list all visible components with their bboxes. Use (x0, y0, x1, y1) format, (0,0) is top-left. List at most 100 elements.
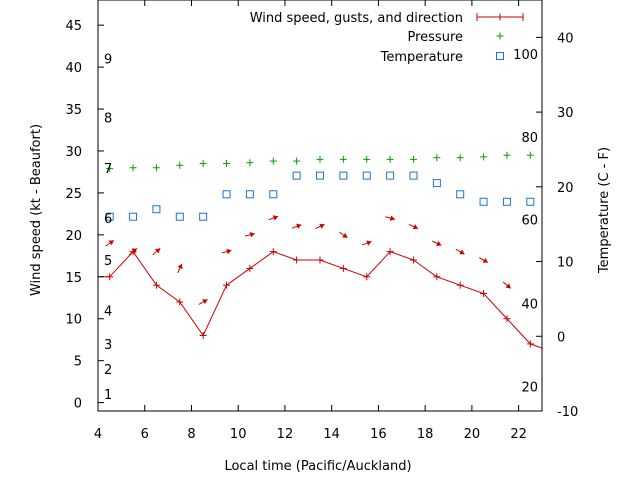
temperature-point (386, 171, 395, 180)
temperature-point (479, 197, 488, 206)
temperature-point (152, 205, 161, 214)
pressure-point (152, 164, 160, 172)
temperature-point (129, 212, 138, 221)
temperature-point (175, 212, 184, 221)
wind-speed-point (339, 264, 347, 272)
temperature-point (339, 171, 348, 180)
wind-direction-arrow (385, 215, 396, 221)
wind-direction-arrow (221, 248, 232, 255)
x-tick-label: 6 (141, 427, 149, 442)
wind-direction-arrow (502, 281, 512, 289)
pressure-point (129, 164, 137, 172)
fahrenheit-label: 20 (521, 380, 538, 395)
x-tick-label: 16 (370, 427, 387, 442)
pressure-point (106, 165, 114, 173)
pressure-point (269, 157, 277, 165)
pressure-point (363, 155, 371, 163)
pressure-point (293, 157, 301, 165)
beaufort-label: 5 (104, 254, 112, 269)
wind-direction-arrow (408, 223, 419, 230)
beaufort-label: 6 (104, 212, 112, 227)
wind-speed-point (386, 248, 394, 256)
y2-tick-label: -10 (557, 405, 578, 420)
y-tick-label: 30 (65, 145, 82, 160)
beaufort-label: 8 (104, 111, 112, 126)
temperature-point (245, 190, 254, 199)
wind-direction-arrow (291, 223, 302, 229)
y2-tick-label: 30 (557, 106, 574, 121)
y-tick-label: 0 (74, 397, 82, 412)
fahrenheit-label: 60 (521, 214, 538, 229)
temperature-point (502, 197, 511, 206)
temperature-point (105, 212, 114, 221)
y-tick-label: 15 (65, 271, 82, 286)
pressure-point (503, 151, 511, 159)
wind-direction-arrow (152, 248, 161, 256)
wind-direction-arrow (244, 232, 255, 238)
y-tick-label: 35 (65, 103, 82, 118)
temperature-point (526, 197, 535, 206)
wind-speed-point (363, 273, 371, 281)
chart-axes: 4 6 8 10 12 14 16 18 20 22051015202530354045-1001… (65, 0, 578, 442)
beaufort-label: 4 (104, 304, 112, 319)
wind-direction-arrow (268, 215, 279, 221)
wind-direction-arrow (128, 248, 138, 256)
pressure-point (386, 155, 394, 163)
fahrenheit-label: 80 (521, 131, 538, 146)
x-tick-label: 20 (464, 427, 481, 442)
y-axis-label: Wind speed (kt - Beaufort) (29, 124, 44, 296)
legend-label-wind: Wind speed, gusts, and direction (250, 11, 463, 26)
wind-speed-point (152, 281, 160, 289)
wind-direction-arrow (315, 223, 325, 230)
legend-key-temperature (496, 52, 504, 60)
y2-tick-label: 0 (557, 330, 565, 345)
wind-speed-point (456, 281, 464, 289)
y-tick-label: 25 (65, 187, 82, 202)
temperature-point (432, 179, 441, 188)
pressure-point (223, 160, 231, 168)
wind-direction-arrow (177, 263, 183, 274)
x-tick-label: 14 (323, 427, 340, 442)
wind-speed-point (480, 290, 488, 298)
pressure-point (409, 155, 417, 163)
wind-speed-line (98, 250, 543, 349)
wind-speed-point (409, 256, 417, 264)
x-tick-label: 4 (94, 427, 102, 442)
beaufort-label: 7 (104, 162, 112, 177)
wind-direction-arrow (432, 240, 442, 246)
temperature-point (316, 171, 324, 180)
temperature-point (269, 190, 278, 199)
temperature-point (409, 171, 418, 180)
beaufort-label: 3 (104, 338, 112, 353)
beaufort-label: 1 (104, 388, 112, 403)
temperature-point (199, 212, 208, 221)
legend-keys (476, 13, 524, 60)
wind-speed-point (106, 273, 114, 281)
x-tick-label: 18 (417, 427, 434, 442)
wind-speed-point (269, 248, 277, 256)
legend: Wind speed, gusts, and direction Pressur… (250, 11, 524, 65)
pressure-point (199, 160, 207, 168)
wind-speed-point (433, 273, 441, 281)
wind-direction-arrow (338, 231, 348, 239)
legend-label-temperature: Temperature (380, 50, 463, 65)
pressure-point (176, 161, 184, 169)
wind-speed-point (176, 298, 184, 306)
pressure-point (339, 155, 347, 163)
y2-tick-label: 40 (557, 31, 574, 46)
temperature-point (292, 171, 301, 180)
plot-frame (97, 0, 543, 412)
pressure-point (316, 155, 324, 163)
pressure-point (526, 151, 534, 159)
wind-speed-point (246, 264, 254, 272)
x-tick-label: 12 (277, 427, 294, 442)
x-tick-label: 8 (187, 427, 195, 442)
beaufort-label: 2 (104, 363, 112, 378)
wind-speed-point (316, 256, 324, 264)
y2-tick-label: 20 (557, 181, 574, 196)
temperature-point (456, 190, 465, 199)
temperature-point (222, 190, 231, 199)
pressure-point (480, 153, 488, 161)
wind-speed-point (503, 315, 511, 323)
